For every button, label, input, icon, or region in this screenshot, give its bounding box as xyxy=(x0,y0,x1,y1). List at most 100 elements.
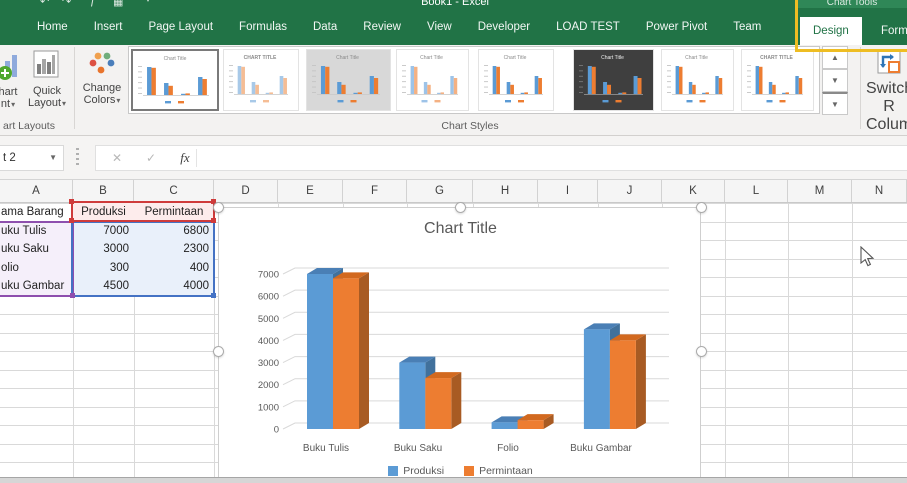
bar-produksi-folio[interactable] xyxy=(491,422,518,429)
customize-caret-icon[interactable]: ▾ xyxy=(146,0,150,4)
tab-review[interactable]: Review xyxy=(363,20,401,33)
tab-form[interactable]: Form xyxy=(881,25,907,37)
chart-style-7[interactable]: Chart Title xyxy=(661,49,734,111)
tab-design[interactable]: Design xyxy=(800,17,862,45)
chart-object[interactable]: Chart Title 0 1000 2000 3000 4000 5000 6000 700… xyxy=(213,202,707,483)
range-handle[interactable] xyxy=(69,199,74,204)
tab-data[interactable]: Data xyxy=(312,20,338,33)
chart-style-2[interactable]: CHART TITLE xyxy=(223,49,299,111)
add-chart-element-button[interactable]: hart nt▾ xyxy=(0,47,28,131)
values-range-border[interactable] xyxy=(71,220,215,297)
y-axis-tick-label: 0 xyxy=(274,425,279,436)
column-header-h[interactable]: H xyxy=(473,180,538,202)
cell-b3[interactable]: 3000 xyxy=(103,243,129,255)
bar-permintaan-folio[interactable] xyxy=(517,420,544,429)
range-handle[interactable] xyxy=(211,293,216,298)
insert-function-button[interactable]: fx xyxy=(180,150,190,165)
column-header-g[interactable]: G xyxy=(407,180,473,202)
column-header-n[interactable]: N xyxy=(852,180,907,202)
chart-style-1[interactable]: Chart Title xyxy=(131,49,219,111)
series-name-range-border[interactable] xyxy=(71,201,215,222)
range-handle[interactable] xyxy=(70,293,75,298)
cancel-button[interactable]: ✕ xyxy=(111,151,123,165)
enter-button[interactable]: ✓ xyxy=(145,151,157,165)
tab-developer[interactable]: Developer xyxy=(477,20,531,33)
chart-style-6[interactable]: Chart Title xyxy=(573,49,654,111)
tab-view[interactable]: View xyxy=(427,20,452,33)
cell-a1[interactable]: ama Barang xyxy=(1,206,64,218)
tab-page-layout[interactable]: Page Layout xyxy=(148,20,214,33)
column-header-c[interactable]: C xyxy=(134,180,214,202)
chart-gridline xyxy=(282,333,669,341)
chart-selection-handle[interactable] xyxy=(696,346,707,357)
category-range-border[interactable] xyxy=(0,220,74,297)
switch-row-column-button[interactable]: Switch R Colum xyxy=(866,47,907,133)
name-box[interactable]: t 2 ▼ xyxy=(0,145,64,171)
tab-power-pivot[interactable]: Power Pivot xyxy=(645,20,708,33)
chart-title[interactable]: Chart Title xyxy=(424,220,497,237)
column-header-m[interactable]: M xyxy=(788,180,852,202)
legend-item-permintaan[interactable]: Permintaan xyxy=(464,465,533,477)
range-handle[interactable] xyxy=(69,218,74,223)
chart-style-3[interactable]: Chart Title xyxy=(306,49,391,111)
x-axis-category-label: Buku Tulis xyxy=(303,443,349,454)
column-header-d[interactable]: D xyxy=(214,180,278,202)
column-header-l[interactable]: L xyxy=(725,180,788,202)
grid-icon[interactable]: ▦ xyxy=(113,0,124,8)
name-box-caret-icon[interactable]: ▼ xyxy=(49,153,57,162)
cell-a4[interactable]: olio xyxy=(1,261,19,274)
tab-insert[interactable]: Insert xyxy=(93,20,123,33)
bar-produksi-buku-gambar[interactable] xyxy=(583,329,610,429)
bar-permintaan-buku-gambar[interactable] xyxy=(609,340,636,429)
range-handle[interactable] xyxy=(211,199,216,204)
bar-permintaan-buku-tulis[interactable] xyxy=(333,278,359,429)
chart-style-8[interactable]: CHART TITLE xyxy=(741,49,814,111)
chart-plot-area[interactable]: 0 1000 2000 3000 4000 5000 6000 7000 Buku Tulis B… xyxy=(219,208,702,483)
redo-icon[interactable]: ↷ xyxy=(62,0,72,8)
formula-input[interactable] xyxy=(202,146,907,170)
cell-b4[interactable]: 300 xyxy=(109,261,129,274)
column-header-b[interactable]: B xyxy=(73,180,134,202)
bar-produksi-buku-saku[interactable] xyxy=(399,362,426,429)
quick-layout-button[interactable]: Quick Layout▾ xyxy=(26,47,68,131)
chart-style-5[interactable]: Chart Title xyxy=(478,49,554,111)
cell-a5[interactable]: uku Gambar xyxy=(1,280,65,292)
gallery-more-button[interactable]: ▼ xyxy=(822,92,848,115)
cell-c3[interactable]: 2300 xyxy=(183,243,209,255)
change-colors-button[interactable]: Change Colors▾ xyxy=(80,47,124,131)
column-header-f[interactable]: F xyxy=(343,180,407,202)
tab-load-test[interactable]: LOAD TEST xyxy=(556,20,620,33)
cell-a3[interactable]: uku Saku xyxy=(1,243,49,255)
chart-style-4[interactable]: Chart Title xyxy=(396,49,469,111)
bar-produksi-buku-tulis[interactable] xyxy=(307,274,333,429)
tab-home[interactable]: Home xyxy=(37,20,68,33)
tab-formulas[interactable]: Formulas xyxy=(239,20,287,33)
chart-legend[interactable]: Produksi Permintaan xyxy=(219,465,702,477)
column-header-k[interactable]: K xyxy=(662,180,725,202)
cell-b1[interactable]: Produksi xyxy=(81,206,126,218)
cell-c2[interactable]: 6800 xyxy=(183,224,209,237)
chart-selection-handle[interactable] xyxy=(213,346,224,357)
column-header-a[interactable]: A xyxy=(0,180,73,202)
svg-text:CHART TITLE: CHART TITLE xyxy=(244,55,277,61)
cell-b5[interactable]: 4500 xyxy=(103,280,129,292)
bar-permintaan-buku-saku[interactable] xyxy=(425,378,452,429)
chart-selection-handle[interactable] xyxy=(213,202,224,213)
chart-selection-handle[interactable] xyxy=(696,202,707,213)
gallery-scroll-down-button[interactable]: ▼ xyxy=(822,69,848,92)
cell-c5[interactable]: 4000 xyxy=(183,280,209,292)
column-header-e[interactable]: E xyxy=(278,180,343,202)
chart-selection-handle[interactable] xyxy=(455,202,466,213)
undo-icon[interactable]: ↶ xyxy=(40,0,50,8)
cell-a2[interactable]: uku Tulis xyxy=(1,224,47,237)
tab-team[interactable]: Team xyxy=(733,20,762,33)
cell-c4[interactable]: 400 xyxy=(189,261,209,274)
legend-item-produksi[interactable]: Produksi xyxy=(388,465,444,477)
cell-b2[interactable]: 7000 xyxy=(103,224,129,237)
cell-c1[interactable]: Permintaan xyxy=(144,206,204,218)
fx-icon[interactable]: ƒ xyxy=(90,0,97,7)
gridline-vertical xyxy=(214,203,215,477)
range-handle[interactable] xyxy=(211,218,216,223)
column-header-j[interactable]: J xyxy=(598,180,662,202)
column-header-i[interactable]: I xyxy=(538,180,598,202)
